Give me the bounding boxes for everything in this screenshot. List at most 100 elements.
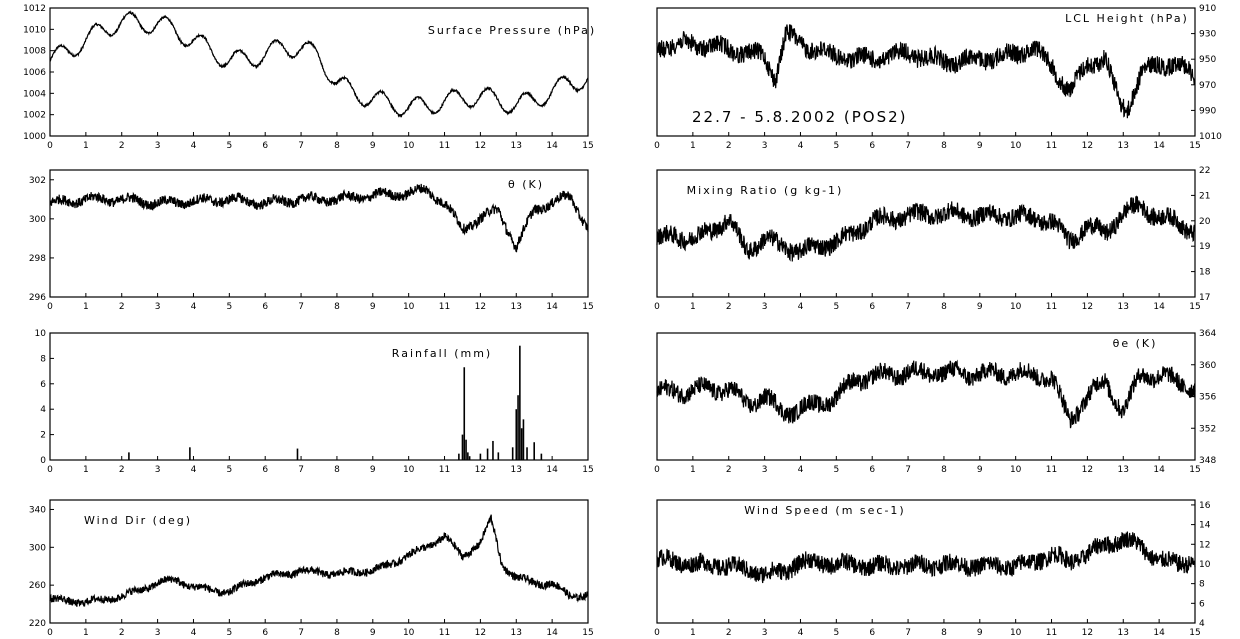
x-tick-label: 13 bbox=[511, 141, 522, 151]
x-tick-label: 1 bbox=[83, 628, 89, 638]
x-tick-label: 12 bbox=[1082, 141, 1093, 151]
series-line-surface-pressure bbox=[49, 10, 589, 118]
x-tick-label: 7 bbox=[905, 141, 911, 151]
x-tick-label: 13 bbox=[1118, 302, 1129, 312]
y-tick-label: 22 bbox=[1199, 166, 1210, 176]
y-tick-label: 300 bbox=[29, 543, 46, 553]
series-line-wind-speed bbox=[656, 531, 1196, 584]
x-tick-label: 14 bbox=[1153, 465, 1165, 475]
x-tick-label: 2 bbox=[119, 302, 125, 312]
panel-title: θe (K) bbox=[1113, 337, 1158, 350]
plot-frame bbox=[656, 332, 1196, 461]
x-tick-label: 9 bbox=[977, 465, 983, 475]
panel-title: LCL Height (hPa) bbox=[1065, 12, 1189, 25]
x-tick-label: 10 bbox=[1010, 465, 1022, 475]
x-tick-label: 4 bbox=[191, 302, 197, 312]
x-tick-label: 9 bbox=[370, 628, 376, 638]
x-tick-label: 0 bbox=[654, 628, 660, 638]
series-line-wind-dir bbox=[49, 514, 589, 608]
x-tick-label: 4 bbox=[798, 628, 804, 638]
y-tick-label: 340 bbox=[29, 505, 46, 515]
x-tick-label: 3 bbox=[155, 141, 161, 151]
x-tick-label: 13 bbox=[1118, 141, 1129, 151]
x-tick-label: 3 bbox=[762, 628, 768, 638]
x-tick-label: 0 bbox=[47, 302, 53, 312]
x-tick-label: 10 bbox=[403, 141, 415, 151]
x-tick-label: 1 bbox=[83, 465, 89, 475]
y-tick-label: 0 bbox=[40, 456, 46, 466]
panel-title: Wind Speed (m sec-1) bbox=[744, 504, 905, 517]
x-tick-label: 1 bbox=[83, 141, 89, 151]
x-tick-label: 10 bbox=[1010, 141, 1022, 151]
y-tick-label: 364 bbox=[1199, 329, 1216, 339]
x-tick-label: 8 bbox=[941, 628, 947, 638]
x-tick-label: 7 bbox=[298, 465, 304, 475]
panel-title: Mixing Ratio (g kg-1) bbox=[687, 184, 844, 197]
x-tick-label: 9 bbox=[370, 302, 376, 312]
x-tick-label: 11 bbox=[439, 141, 450, 151]
x-tick-label: 3 bbox=[762, 465, 768, 475]
panel-theta-e: 0 1 2 3 4 5 6 7 8 9 10 11 12 13 14 15348352356360364θe … bbox=[654, 329, 1216, 475]
y-tick-label: 930 bbox=[1199, 30, 1216, 40]
y-tick-label: 1002 bbox=[23, 111, 46, 121]
x-tick-label: 5 bbox=[226, 141, 232, 151]
y-tick-label: 1010 bbox=[23, 25, 46, 35]
x-tick-label: 6 bbox=[869, 302, 875, 312]
x-tick-label: 8 bbox=[334, 302, 340, 312]
x-tick-label: 5 bbox=[833, 141, 839, 151]
x-tick-label: 0 bbox=[47, 465, 53, 475]
y-tick-label: 16 bbox=[1199, 501, 1211, 511]
panel-title: Surface Pressure (hPa) bbox=[428, 24, 596, 37]
x-tick-label: 14 bbox=[546, 302, 558, 312]
x-tick-label: 0 bbox=[654, 302, 660, 312]
x-tick-label: 11 bbox=[1046, 465, 1057, 475]
x-tick-label: 0 bbox=[654, 141, 660, 151]
series-line-theta bbox=[49, 183, 589, 253]
x-tick-label: 15 bbox=[582, 141, 593, 151]
y-tick-label: 1006 bbox=[23, 68, 46, 78]
x-tick-label: 14 bbox=[1153, 302, 1165, 312]
x-tick-label: 1 bbox=[690, 302, 696, 312]
x-tick-label: 14 bbox=[1153, 628, 1165, 638]
x-tick-label: 2 bbox=[726, 465, 732, 475]
x-tick-label: 6 bbox=[869, 465, 875, 475]
x-tick-label: 12 bbox=[475, 465, 486, 475]
x-tick-label: 6 bbox=[262, 628, 268, 638]
y-tick-label: 1000 bbox=[23, 132, 46, 142]
y-tick-label: 18 bbox=[1199, 268, 1211, 278]
x-tick-label: 11 bbox=[1046, 628, 1057, 638]
x-tick-label: 15 bbox=[582, 465, 593, 475]
y-tick-label: 21 bbox=[1199, 191, 1210, 201]
x-tick-label: 7 bbox=[298, 302, 304, 312]
x-tick-label: 15 bbox=[1189, 141, 1200, 151]
x-tick-label: 9 bbox=[977, 141, 983, 151]
x-tick-label: 3 bbox=[155, 302, 161, 312]
x-tick-label: 15 bbox=[582, 302, 593, 312]
x-tick-label: 6 bbox=[869, 141, 875, 151]
x-tick-label: 5 bbox=[833, 628, 839, 638]
panel-surface-pressure: 0 1 2 3 4 5 6 7 8 9 10 11 12 13 14 15100010021004100610… bbox=[23, 4, 596, 151]
y-tick-label: 220 bbox=[29, 619, 46, 629]
y-tick-label: 1010 bbox=[1199, 132, 1222, 142]
series-line-lcl-height bbox=[656, 24, 1196, 119]
x-tick-label: 12 bbox=[475, 628, 486, 638]
x-tick-label: 2 bbox=[726, 302, 732, 312]
x-tick-label: 0 bbox=[47, 141, 53, 151]
x-tick-label: 12 bbox=[1082, 302, 1093, 312]
y-tick-label: 10 bbox=[1199, 560, 1211, 570]
panel-mixing-ratio: 0 1 2 3 4 5 6 7 8 9 10 11 12 13 14 15171819202122Mixing… bbox=[654, 166, 1211, 312]
y-tick-label: 298 bbox=[29, 254, 46, 264]
x-tick-label: 4 bbox=[191, 465, 197, 475]
x-tick-label: 9 bbox=[977, 302, 983, 312]
x-tick-label: 4 bbox=[798, 141, 804, 151]
panel-title: θ (K) bbox=[508, 178, 544, 191]
x-tick-label: 2 bbox=[726, 628, 732, 638]
y-tick-label: 4 bbox=[40, 405, 46, 415]
series-line-theta-e bbox=[656, 359, 1196, 429]
x-tick-label: 15 bbox=[582, 628, 593, 638]
